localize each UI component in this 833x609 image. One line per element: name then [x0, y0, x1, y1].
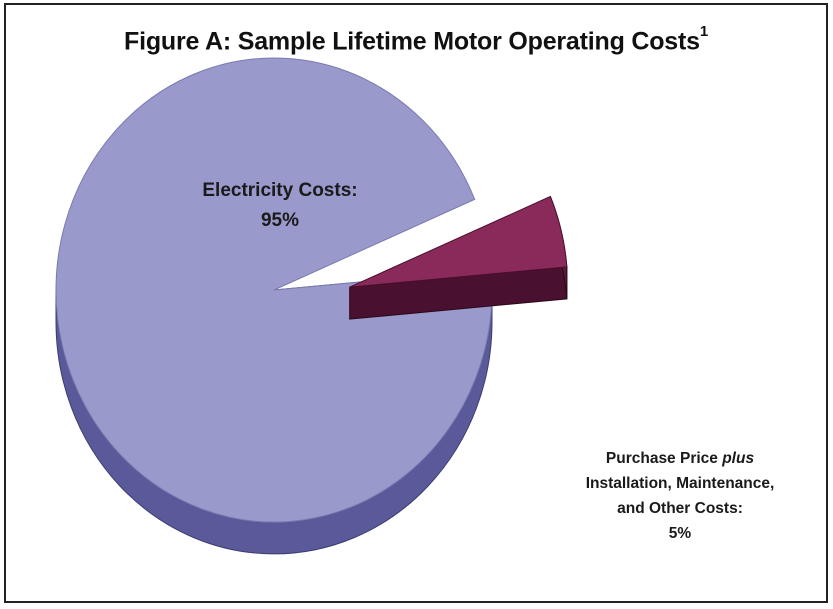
- slice-label-purchase-emphasis: plus: [722, 450, 755, 467]
- slice-label-purchase-pre: Purchase Price: [605, 450, 723, 467]
- chart-title: Figure A: Sample Lifetime Motor Operatin…: [6, 23, 826, 56]
- slice-electricity: [55, 57, 493, 523]
- slice-label-purchase: Purchase Price plus Installation, Mainte…: [540, 446, 820, 546]
- slice-value-purchase: 5%: [668, 525, 692, 542]
- slice-label-purchase-line2: Installation, Maintenance,: [585, 475, 775, 492]
- slice-label-purchase-line3: and Other Costs:: [617, 500, 743, 517]
- title-footnote-marker: 1: [699, 23, 708, 40]
- slice-purchase: [349, 195, 568, 288]
- slice-purchase-group: [349, 195, 568, 320]
- slice-label-electricity-text: Electricity Costs:: [202, 180, 358, 201]
- chart-title-text: Figure A: Sample Lifetime Motor Operatin…: [124, 27, 700, 56]
- slice-label-purchase-line1: Purchase Price plus: [540, 446, 820, 471]
- slice-label-electricity: Electricity Costs: 95%: [160, 176, 400, 236]
- slice-value-electricity: 95%: [260, 210, 300, 231]
